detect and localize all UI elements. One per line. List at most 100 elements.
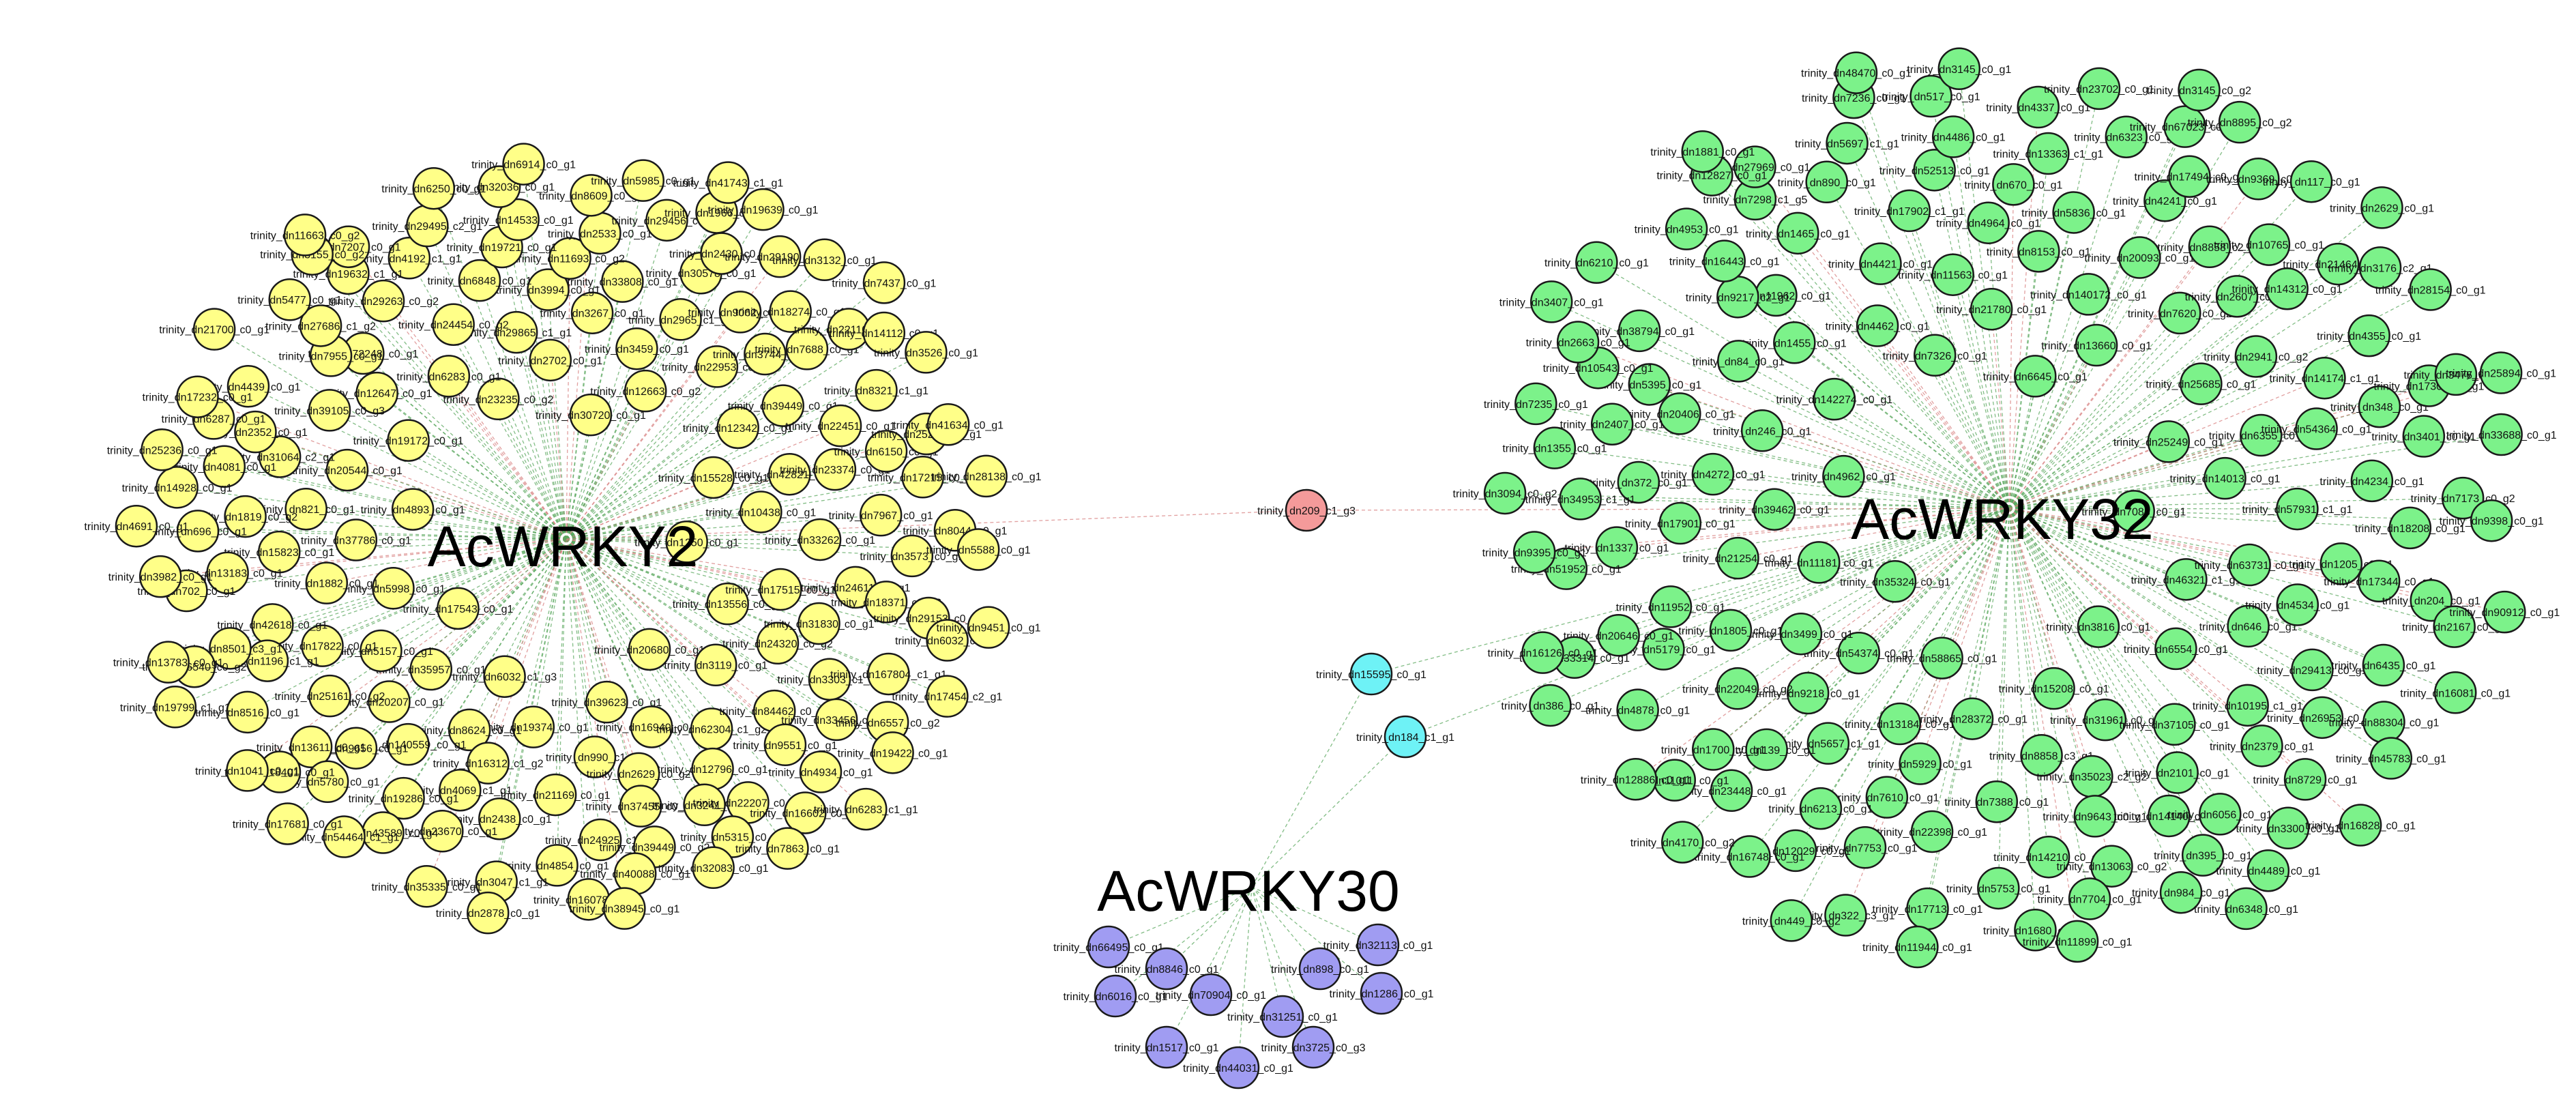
acwrky32-node-label: trinity_dn20093_c0_g1	[2084, 253, 2195, 265]
acwrky2-node-label: trinity_dn13556_c0_g1	[673, 599, 783, 611]
acwrky2-node: trinity_dn2629_c0_g2	[587, 752, 691, 795]
acwrky32-node-label: trinity_dn26953_c0_g1	[2267, 713, 2377, 725]
acwrky32-node-circle	[2090, 845, 2133, 888]
acwrky2-node: trinity_dn3132_c0_g1	[772, 238, 877, 282]
acwrky2-edge	[426, 225, 567, 540]
acwrky32-node: trinity_dn14312_c0_g1	[2232, 267, 2343, 310]
acwrky32-node-circle	[1529, 684, 1572, 727]
acwrky2-node: trinity_dn3526_c0_g1	[874, 331, 978, 374]
acwrky32-node-label: trinity_dn9395_c0_g1	[1482, 547, 1587, 559]
acwrky2-edge	[407, 538, 567, 745]
acwrky32-edge	[1738, 360, 2010, 509]
acwrky32-node-label: trinity_dn58865_c0_g1	[1887, 654, 1997, 665]
acwrky32-node: trinity_dn11563_c0_g1	[1898, 253, 2008, 296]
acwrky32-node-circle	[1856, 304, 1899, 347]
acwrky2-node-label: trinity_dn37455_c0_g1	[585, 802, 696, 813]
acwrky32-node-circle	[2227, 604, 2270, 648]
acwrky2-node-label: trinity_dn62304_c1_g2	[656, 724, 767, 735]
acwrky30-edge	[1251, 886, 1382, 994]
hub-label-layer: AcWRKY2 AcWRKY32 AcWRKY30	[428, 487, 2154, 923]
shared-edge	[1251, 673, 1372, 888]
acwrky2-node: trinity_dn6557_c0_g2	[836, 701, 940, 744]
acwrky2-node: trinity_dn22953_c0_g1	[662, 345, 772, 388]
acwrky2-node-circle	[619, 785, 662, 828]
acwrky2-node-circle	[467, 742, 510, 785]
acwrky32-node-label: trinity_dn6323_c0_g1	[2074, 132, 2178, 144]
acwrky2-node-circle	[716, 406, 759, 450]
acwrky32-node: trinity_dn1337_c0_g1	[1564, 526, 1669, 569]
acwrky2-node-circle	[362, 279, 405, 323]
acwrky2-node: trinity_dn16940_c0_g1	[596, 705, 707, 748]
acwrky32-node: trinity_dn14140_c0_g1	[2113, 794, 2224, 838]
acwrky2-node: trinity_dn5998_c0_g1	[341, 567, 445, 610]
acwrky32-node: trinity_dn39462_c0_g1	[1719, 488, 1830, 531]
acwrky32-node-label: trinity_dn9369_c0_g1	[2206, 174, 2311, 186]
acwrky32-node: trinity_dn21780_c0_g1	[1936, 287, 2047, 331]
acwrky32-node: trinity_dn17901_c0_g1	[1625, 501, 1736, 545]
acwrky32-node-label: trinity_dn14210_c0_g1	[1993, 852, 2104, 864]
acwrky32-edge	[2008, 88, 2100, 509]
acwrky32-node: trinity_dn13184_c0_g1	[1845, 702, 1955, 746]
acwrky32-node-circle	[1878, 702, 1922, 746]
acwrky2-node: trinity_dn15528_c0_g1	[658, 456, 769, 499]
acwrky2-node-circle	[683, 783, 726, 827]
acwrky2-node-label: trinity_dn29263_c0_g2	[328, 296, 439, 308]
acwrky32-node: trinity_dn14174_c1_g1	[2269, 356, 2380, 400]
acwrky32-node: trinity_dn6355_c0_g1	[2209, 413, 2313, 457]
acwrky2-node-label: trinity_dn15823_c0_g1	[224, 547, 334, 559]
acwrky2-node: trinity_dn3994_c0_g1	[496, 268, 600, 311]
acwrky32-node: trinity_dn6348_c0_g1	[2194, 887, 2298, 931]
acwrky2-node-label: trinity_dn39623_c0_g1	[551, 697, 662, 709]
acwrky2-node-label: trinity_dn3982_c0_g1	[108, 572, 213, 583]
acwrky32-node: trinity_dn8858_c2_g1	[2157, 225, 2262, 269]
acwrky2-edge	[504, 538, 567, 677]
acwrky32-node: trinity_dn140172_c0_g1	[2030, 273, 2147, 316]
acwrky2-node-label: trinity_dn22207_c0_g1	[693, 798, 804, 809]
acwrky32-node-label: trinity_dn8895_c0_g2	[2188, 117, 2292, 129]
acwrky2-node-circle	[784, 791, 827, 834]
acwrky32-node-label: trinity_dn17901_c0_g1	[1625, 518, 1736, 530]
acwrky2-edge	[566, 538, 705, 806]
acwrky2-node-circle	[862, 261, 906, 304]
acwrky2-edge	[408, 440, 567, 540]
acwrky32-node-circle	[2147, 420, 2191, 463]
acwrky32-edge	[1761, 430, 2010, 509]
acwrky30-node-label: trinity_dn1517_c0_g1	[1114, 1042, 1218, 1054]
acwrky2-edge	[393, 538, 567, 589]
acwrky2-node-circle	[483, 655, 526, 698]
shared-node: trinity_dn184_c1_g1	[1356, 715, 1454, 759]
acwrky32-node: trinity_dn2407_c0_g1	[1560, 403, 1665, 445]
acwrky2-node-circle	[665, 521, 708, 564]
acwrky2-node-label: trinity_dn6032_c1_g3	[452, 672, 557, 684]
acwrky32-node: trinity_dn1881_c0_g1	[1650, 130, 1755, 173]
acwrky2-node-label: trinity_dn17515_c0_g1	[725, 585, 836, 596]
acwrky2-node: trinity_dn24320_c0_g2	[722, 621, 833, 665]
acwrky32-node: trinity_dn7088_c0_g1	[2081, 490, 2186, 533]
acwrky32-node: trinity_dn6435_c0_g1	[2331, 643, 2435, 687]
acwrky32-edge	[1738, 508, 2010, 559]
acwrky2-node: trinity_dn39623_c0_g1	[551, 680, 662, 724]
acwrky32-node-circle	[2226, 684, 2269, 727]
acwrky32-node: trinity_dn2607_c0_g1	[2185, 275, 2289, 318]
acwrky32-node: trinity_dn9398_c0_g1	[2440, 499, 2544, 542]
acwrky32-node: trinity_dn1465_c0_g1	[1746, 211, 1850, 255]
acwrky30-edge	[1251, 886, 1379, 946]
acwrky32-node: trinity_dn7753_c0_g1	[1813, 826, 1918, 869]
acwrky2-node-circle	[308, 389, 351, 432]
acwrky2-node: trinity_dn14533_c0_g1	[463, 198, 574, 242]
acwrky32-node-label: trinity_dn2101_c0_g1	[2125, 768, 2229, 780]
acwrky2-node-label: trinity_dn2438_c0_g1	[448, 814, 552, 825]
acwrky32-node-circle	[1753, 488, 1796, 531]
acwrky30-node-circle	[1356, 923, 1400, 967]
acwrky32-node-label: trinity_dn348_c0_g1	[2330, 402, 2429, 413]
acwrky2-edge	[566, 433, 927, 540]
acwrky32-node-circle	[1533, 426, 1577, 469]
acwrky2-edge	[566, 390, 877, 540]
acwrky32-edge	[2008, 294, 2089, 509]
acwrky2-node: trinity_dn33262_c0_g1	[765, 518, 875, 561]
acwrky2-node: trinity_dn24454_c0_g2	[398, 303, 509, 346]
acwrky32-node-label: trinity_dn2941_c0_g2	[2204, 351, 2308, 363]
acwrky2-node: trinity_dn25161_c0_g2	[274, 674, 385, 718]
acwrky32-node-circle	[2470, 499, 2513, 542]
acwrky2-node: trinity_dn17515_c0_g1	[725, 568, 836, 611]
